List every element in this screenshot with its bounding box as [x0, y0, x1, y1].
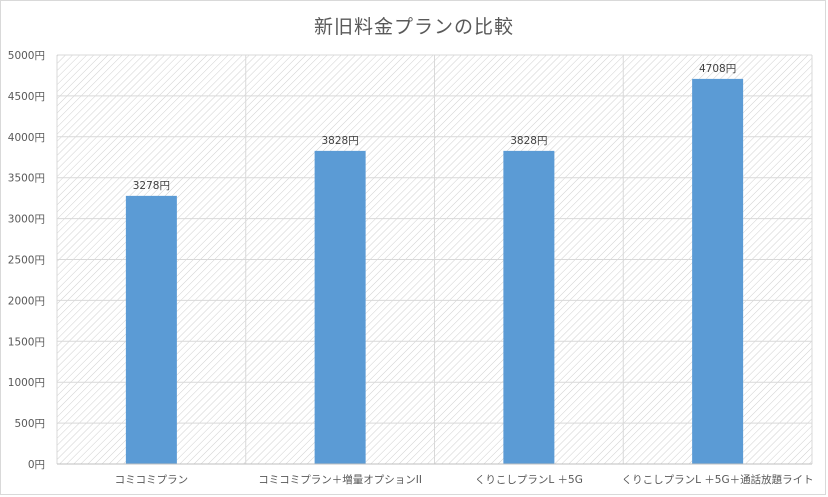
y-tick-label: 5000円 [8, 50, 45, 62]
y-tick-label: 4500円 [8, 91, 45, 103]
y-tick-label: 1000円 [8, 377, 45, 389]
bar [314, 150, 366, 464]
y-tick-label: 2500円 [8, 255, 45, 267]
x-tick-label: くりこしプランL ＋5G＋通話放題ライト [622, 473, 814, 486]
bar [503, 150, 555, 464]
data-label: 3828円 [322, 135, 359, 147]
y-tick-label: 1500円 [8, 336, 45, 348]
chart-title: 新旧料金プランの比較 [313, 16, 514, 38]
x-tick-label: コミコミプラン＋増量オプションII [258, 473, 422, 486]
data-label: 3828円 [510, 135, 547, 147]
y-tick-label: 4000円 [8, 132, 45, 144]
y-tick-label: 0円 [28, 459, 45, 471]
x-tick-label: コミコミプラン [115, 474, 189, 486]
bar [692, 78, 744, 465]
y-tick-label: 3500円 [8, 173, 45, 185]
y-tick-label: 500円 [14, 418, 45, 430]
data-label: 4708円 [699, 63, 736, 75]
x-tick-label: くりこしプランL ＋5G [475, 474, 583, 486]
data-label: 3278円 [133, 180, 170, 192]
bar [125, 195, 177, 464]
y-tick-label: 3000円 [8, 214, 45, 226]
y-tick-label: 2000円 [8, 295, 45, 307]
